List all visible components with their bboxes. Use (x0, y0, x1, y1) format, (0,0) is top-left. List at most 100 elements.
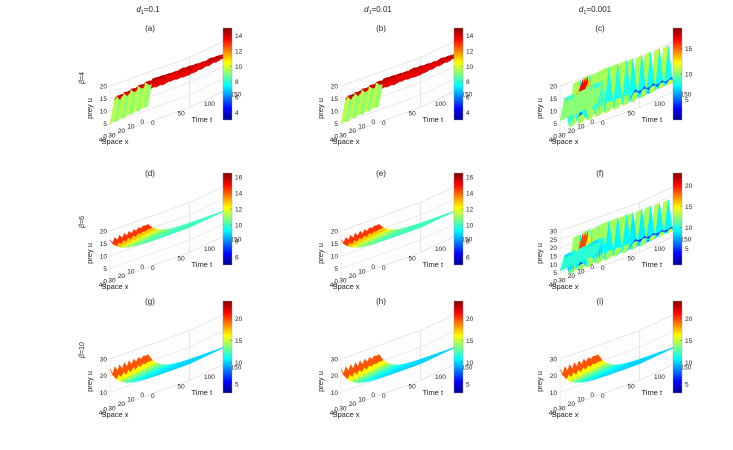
panel-title: (f) (596, 169, 604, 178)
colorbar-tick-label: 12 (235, 49, 243, 56)
y-tick-label: 100 (435, 246, 446, 253)
x-tick-label: 0 (371, 392, 375, 399)
z-tick-label: 20 (331, 373, 339, 380)
y-axis-label: Time t (191, 388, 212, 397)
z-tick-label: 15 (331, 241, 339, 248)
y-tick-label: 0 (601, 393, 605, 400)
x-tick-label: 40 (99, 410, 107, 417)
y-tick-label: 50 (628, 256, 636, 263)
y-tick-label: 150 (681, 365, 692, 372)
y-axis-label: Time t (641, 388, 662, 397)
colorbar: 6 8 10 12 14 16 (222, 172, 243, 266)
y-tick-label: 100 (435, 101, 446, 108)
x-tick-label: 10 (127, 124, 135, 131)
y-tick-label: 100 (435, 374, 446, 381)
z-tick-label: 15 (100, 241, 108, 248)
x-tick-label: 40 (549, 410, 557, 417)
y-tick-label: 0 (382, 393, 386, 400)
x-axis-label: Space x (101, 282, 128, 291)
y-axis-label: Time t (422, 388, 443, 397)
x-tick-label: 10 (577, 124, 585, 131)
colorbar-tick-label: 10 (466, 223, 474, 230)
x-tick-label: 0 (140, 264, 144, 271)
z-tick-label: 15 (550, 254, 558, 261)
panel-title: (e) (376, 169, 386, 178)
x-axis-label: Space x (332, 282, 359, 291)
colorbar-tick-label: 20 (235, 316, 243, 323)
colorbar-tick-label: 12 (466, 207, 474, 214)
colorbar-tick-label: 14 (235, 33, 243, 40)
z-tick-label: 10 (100, 390, 108, 397)
z-tick-label: 5 (334, 121, 338, 128)
x-tick-label: 0 (140, 119, 144, 126)
y-tick-label: 0 (151, 120, 155, 127)
x-tick-label: 40 (330, 282, 338, 289)
x-tick-label: 30 (108, 133, 116, 140)
colorbar-tick-label: 15 (685, 204, 693, 211)
z-axis-label: prey u (85, 98, 94, 119)
z-tick-label: 20 (550, 84, 558, 91)
y-tick-label: 0 (151, 265, 155, 272)
colorbar: 6 8 10 12 14 16 (453, 172, 474, 266)
panel-title: (a) (145, 24, 155, 33)
x-axis-label: Space x (101, 137, 128, 146)
z-tick-label: 10 (550, 109, 558, 116)
colorbar: 5 10 15 (672, 27, 693, 121)
panel-title: (i) (596, 297, 603, 306)
z-axis-label: prey u (85, 243, 94, 264)
y-tick-label: 100 (204, 374, 215, 381)
colorbar-tick-label: 10 (466, 64, 474, 71)
colorbar-tick-label: 10 (235, 360, 243, 367)
y-tick-label: 100 (654, 246, 665, 253)
row-label: β=6 (79, 216, 86, 229)
z-tick-label: 30 (550, 229, 558, 236)
colorbar-tick-label: 15 (685, 46, 693, 53)
colorbar-tick-label: 8 (235, 79, 239, 86)
x-tick-label: 20 (568, 273, 576, 280)
x-tick-label: 30 (558, 278, 566, 285)
z-axis-label: prey u (316, 243, 325, 264)
y-axis-label: Time t (191, 115, 212, 124)
z-axis-label: prey u (85, 371, 94, 392)
y-tick-label: 100 (204, 101, 215, 108)
x-tick-label: 40 (330, 137, 338, 144)
x-tick-label: 0 (590, 392, 594, 399)
colorbar-tick-label: 10 (235, 64, 243, 71)
panel-title: (g) (145, 297, 155, 306)
z-tick-label: 30 (100, 357, 108, 364)
surface (109, 53, 229, 126)
z-tick-label: 20 (100, 373, 108, 380)
x-tick-label: 40 (99, 137, 107, 144)
colorbar-tick-label: 20 (466, 316, 474, 323)
z-tick-label: 10 (331, 109, 339, 116)
colorbar-tick-label: 10 (466, 360, 474, 367)
surface (340, 209, 459, 248)
x-tick-label: 20 (349, 401, 357, 408)
colorbar-tick-label: 4 (235, 110, 239, 117)
z-tick-label: 15 (100, 96, 108, 103)
colorbar-tick-label: 20 (685, 316, 693, 323)
y-tick-label: 50 (409, 256, 417, 263)
column-header: d1=0.1 (136, 5, 160, 16)
column-headers: d1=0.1 d1=0.01 d1=0.001 (136, 5, 611, 16)
z-tick-label: 30 (331, 357, 339, 364)
column-header: d1=0.001 (579, 5, 612, 16)
y-tick-label: 50 (628, 384, 636, 391)
z-axis-label: prey u (316, 371, 325, 392)
x-tick-label: 10 (358, 269, 366, 276)
y-tick-label: 0 (601, 120, 605, 127)
panel-title: (h) (376, 297, 386, 306)
z-tick-label: 20 (550, 373, 558, 380)
y-tick-label: 150 (681, 237, 692, 244)
z-tick-label: 0 (553, 134, 557, 141)
z-tick-label: 30 (550, 357, 558, 364)
y-tick-label: 150 (681, 92, 692, 99)
colorbar-tick-label: 10 (685, 360, 693, 367)
x-tick-label: 40 (99, 282, 107, 289)
z-tick-label: 0 (103, 407, 107, 414)
